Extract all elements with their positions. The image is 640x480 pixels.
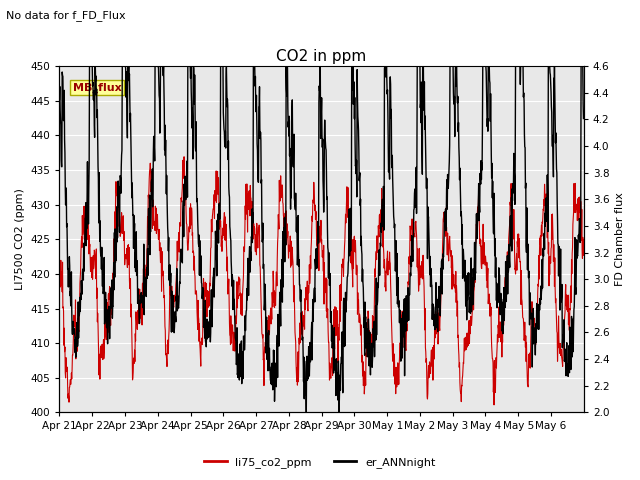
Text: No data for f_FD_Flux: No data for f_FD_Flux — [6, 10, 126, 21]
Title: CO2 in ppm: CO2 in ppm — [276, 48, 367, 63]
Y-axis label: FD Chamber flux: FD Chamber flux — [615, 192, 625, 286]
Text: MB_flux: MB_flux — [72, 83, 122, 93]
Legend: li75_co2_ppm, er_ANNnight: li75_co2_ppm, er_ANNnight — [200, 452, 440, 472]
Y-axis label: LI7500 CO2 (ppm): LI7500 CO2 (ppm) — [15, 188, 25, 290]
